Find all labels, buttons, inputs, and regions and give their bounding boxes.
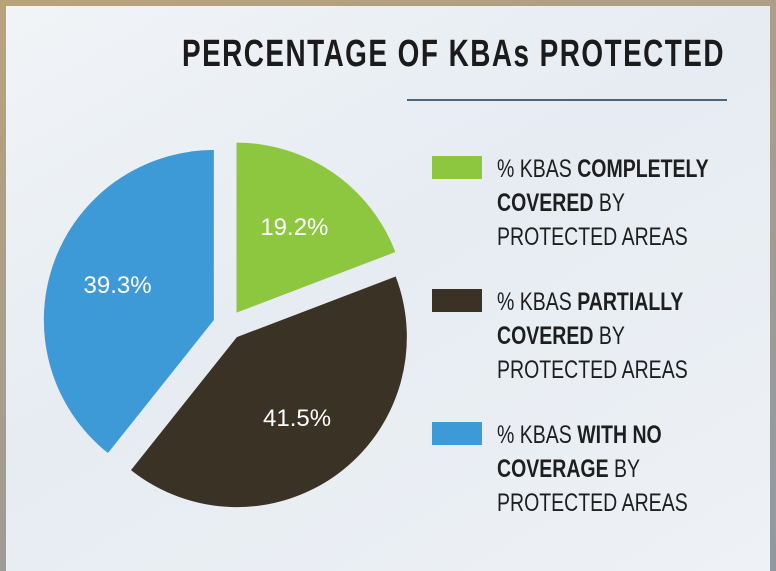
legend-label: % KBAS COMPLETELY COVERED BY PROTECTED A… — [497, 155, 709, 251]
legend-swatch — [432, 289, 482, 312]
pie-slice — [43, 150, 214, 454]
legend-label: % KBAS WITH NO COVERAGE BY PROTECTED ARE… — [497, 421, 688, 517]
legend-swatch — [432, 156, 482, 179]
legend-item: % KBAS PARTIALLY COVERED BY PROTECTED AR… — [432, 285, 776, 387]
pie-slice — [130, 276, 407, 508]
legend-item: % KBAS COMPLETELY COVERED BY PROTECTED A… — [432, 152, 776, 254]
slice-label: 19.2% — [260, 214, 328, 241]
legend-item: % KBAS WITH NO COVERAGE BY PROTECTED ARE… — [432, 418, 776, 520]
legend-label: % KBAS PARTIALLY COVERED BY PROTECTED AR… — [497, 288, 688, 384]
slice-label: 41.5% — [263, 405, 331, 432]
slice-label: 39.3% — [84, 272, 152, 299]
chart-title: PERCENTAGE OF KBAs PROTECTED — [182, 33, 725, 75]
pie-slice — [236, 142, 396, 313]
legend-swatch — [432, 422, 482, 445]
